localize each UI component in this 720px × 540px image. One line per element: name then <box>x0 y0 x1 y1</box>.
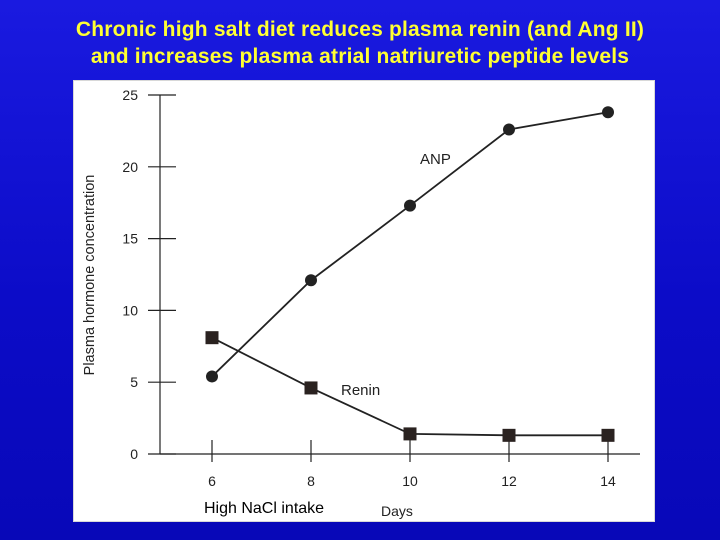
x-tick-label: 12 <box>501 473 517 489</box>
renin-point <box>205 331 219 345</box>
slide-title-line-2: and increases plasma atrial natriuretic … <box>90 45 630 68</box>
axes <box>148 94 640 462</box>
anp-point <box>503 123 515 136</box>
tick-labels: 0 5 10 15 20 25 6 8 10 12 14 <box>122 87 616 489</box>
anp-point <box>602 106 614 119</box>
y-tick-label: 20 <box>122 159 138 175</box>
slide-title-line-1: Chronic high salt diet reduces plasma re… <box>75 18 645 41</box>
x-axis-label: Days <box>381 503 413 519</box>
chart-caption: High NaCl intake <box>204 500 325 517</box>
y-tick-label: 0 <box>130 446 138 462</box>
anp-point <box>404 199 416 212</box>
y-tick-label: 5 <box>130 374 138 390</box>
anp-point <box>305 274 317 287</box>
y-tick-label: 10 <box>122 302 138 318</box>
series-label-renin: Renin <box>341 382 380 399</box>
series-labels: ANP Renin <box>341 151 451 399</box>
x-tick-label: 14 <box>600 473 616 489</box>
renin-point <box>502 428 516 442</box>
figure-panel <box>73 80 655 522</box>
series-line-renin <box>211 336 608 437</box>
x-tick-label: 8 <box>307 473 315 489</box>
renin-point <box>601 428 615 442</box>
series-markers <box>205 106 615 442</box>
y-axis-label: Plasma hormone concentration <box>82 175 98 376</box>
series-line-anp <box>211 111 609 378</box>
series-label-anp: ANP <box>420 151 451 168</box>
series-lines <box>211 111 609 437</box>
y-tick-label: 15 <box>122 231 138 247</box>
anp-point <box>206 370 218 383</box>
slide-title: Chronic high salt diet reduces plasma re… <box>0 16 720 70</box>
y-tick-label: 25 <box>122 87 138 103</box>
x-tick-label: 6 <box>208 473 216 489</box>
x-tick-label: 10 <box>402 473 418 489</box>
renin-point <box>304 381 318 395</box>
renin-point <box>403 427 417 441</box>
